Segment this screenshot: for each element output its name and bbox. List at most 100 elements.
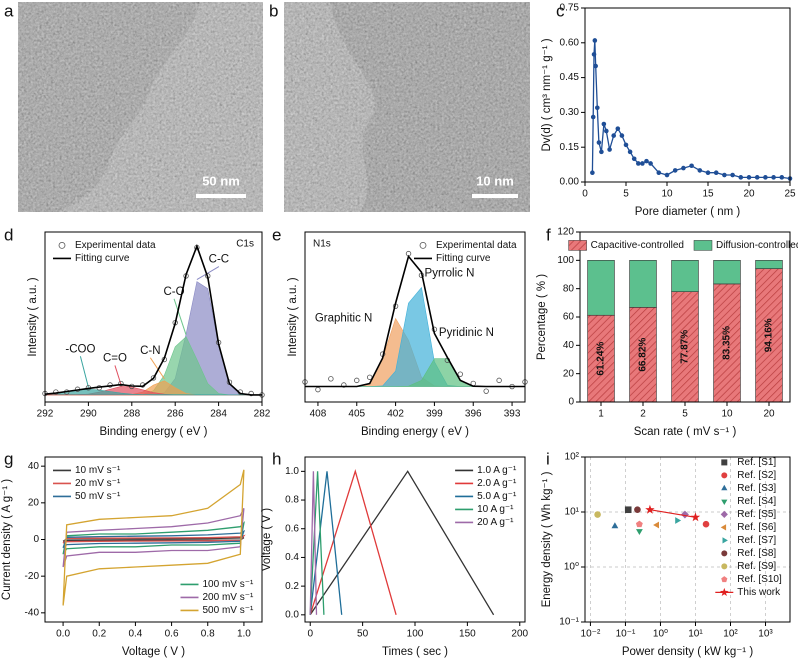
y-tick-label: 60 xyxy=(563,312,575,323)
marker xyxy=(611,522,619,529)
marker xyxy=(645,504,655,514)
legend-swatch xyxy=(693,240,713,251)
marker xyxy=(634,506,641,514)
x-axis-label: Scan rate ( mV s⁻¹ ) xyxy=(634,426,737,438)
x-tick-label: 1 xyxy=(598,409,604,420)
marker xyxy=(681,165,686,171)
y-tick-label: 80 xyxy=(563,283,575,294)
peak-label: Graphitic N xyxy=(315,313,373,325)
marker xyxy=(328,376,334,382)
y-tick-label: -40 xyxy=(25,607,40,618)
legend-label: 2.0 A g⁻¹ xyxy=(477,478,517,489)
panel-label: c xyxy=(556,1,565,20)
y-axis-label: Percentage ( % ) xyxy=(536,274,548,360)
legend-label: 50 mV s⁻¹ xyxy=(75,491,121,502)
marker xyxy=(779,175,785,180)
marker xyxy=(611,133,616,138)
legend-label: 20 A g⁻¹ xyxy=(477,517,514,528)
marker xyxy=(721,550,728,557)
marker xyxy=(705,170,711,176)
y-tick-label: 20 xyxy=(28,497,40,508)
y-tick-label: 0 xyxy=(33,534,39,545)
x-axis-label: Times ( sec ) xyxy=(382,646,448,658)
x-axis-label: Pore diameter ( nm ) xyxy=(635,206,741,218)
legend-label: Ref. [S7] xyxy=(737,535,776,546)
marker xyxy=(722,537,728,544)
y-tick-label: 0.75 xyxy=(560,3,580,14)
marker xyxy=(590,170,595,176)
legend: 100 mV s⁻¹ 200 mV s⁻¹ 500 mV s⁻¹ xyxy=(180,579,255,616)
x-tick-label: 0.4 xyxy=(128,629,142,640)
panel-label: g xyxy=(4,449,13,468)
legend: 10 mV s⁻¹ 20 mV s⁻¹ 50 mV s⁻¹ xyxy=(53,465,121,502)
legend-label: 500 mV s⁻¹ xyxy=(203,605,255,616)
x-tick-label: 0.8 xyxy=(201,629,215,640)
x-tick-label: 50 xyxy=(357,629,369,640)
x-tick-label: 0.6 xyxy=(165,629,179,640)
marker xyxy=(341,382,347,388)
value-label: 94.16% xyxy=(764,318,775,352)
marker xyxy=(738,175,744,180)
marker xyxy=(483,388,489,394)
series-line xyxy=(591,40,791,180)
marker xyxy=(601,121,607,127)
series-line xyxy=(62,537,245,542)
legend-label: 200 mV s⁻¹ xyxy=(203,592,255,603)
x-tick-label: 20 xyxy=(743,189,755,200)
x-tick-label: 5 xyxy=(623,189,629,200)
plot-frame xyxy=(304,456,526,623)
legend-label: 20 mV s⁻¹ xyxy=(75,478,121,489)
peak-label: -COO xyxy=(65,343,95,355)
scale-bar-label: 10 nm xyxy=(476,173,514,188)
legend-label: Ref. [S4] xyxy=(737,496,776,507)
y-tick-label: 40 xyxy=(563,340,575,351)
x-tick-label: 286 xyxy=(167,409,184,420)
series-line xyxy=(62,469,245,606)
y-tick-label: 0.0 xyxy=(285,609,299,620)
peak-label: C=O xyxy=(103,352,127,364)
x-tick-label: 10 xyxy=(721,409,733,420)
series-line xyxy=(649,509,696,518)
marker xyxy=(58,241,66,249)
legend-label: Ref. [S6] xyxy=(737,522,776,533)
x-tick-label: 288 xyxy=(123,409,140,420)
x-axis-label: Binding energy ( eV ) xyxy=(99,426,207,438)
legend-label: Experimental data xyxy=(75,240,156,251)
value-label: 66.82% xyxy=(638,338,649,372)
marker xyxy=(457,371,463,377)
legend-label: Fitting curve xyxy=(436,253,491,264)
legend: Capacitive-controlled Diffusion-controlle… xyxy=(568,240,798,251)
x-tick-label: 393 xyxy=(504,409,521,420)
marker xyxy=(590,114,596,120)
marker xyxy=(636,161,641,166)
legend-label: Capacitive-controlled xyxy=(591,240,684,251)
marker xyxy=(721,576,728,583)
panel-label: f xyxy=(546,225,551,244)
peak-pointer xyxy=(173,298,187,335)
y-axis-label: Intensity ( a.u. ) xyxy=(287,277,299,356)
y-tick-label: 10¹ xyxy=(565,507,580,518)
panel-label: i xyxy=(546,449,550,468)
y-tick-label: 0.00 xyxy=(560,177,580,188)
marker xyxy=(615,126,621,131)
marker xyxy=(720,524,727,531)
fit-line xyxy=(305,254,525,388)
y-axis-label: Current density ( A g⁻¹ ) xyxy=(1,479,13,600)
x-tick-label: 5 xyxy=(682,409,688,420)
marker xyxy=(635,520,643,528)
marker xyxy=(746,175,752,180)
bar-segment xyxy=(587,260,615,316)
peak-label: C-N xyxy=(140,345,160,357)
bar-segment xyxy=(629,260,657,308)
x-tick-label: 282 xyxy=(254,409,271,420)
legend-label: Experimental data xyxy=(436,240,517,251)
legend-label: Diffusion-controlled xyxy=(716,240,798,251)
bar-segment xyxy=(587,314,615,403)
y-tick-label: 1.0 xyxy=(285,466,299,477)
plot-frame xyxy=(304,231,526,403)
x-tick-label: 0 xyxy=(582,189,588,200)
series-line xyxy=(62,534,246,544)
y-tick-label: 0.30 xyxy=(560,107,580,118)
x-tick-label: 405 xyxy=(348,409,365,420)
legend: Experimental data Fitting curve xyxy=(414,240,517,264)
